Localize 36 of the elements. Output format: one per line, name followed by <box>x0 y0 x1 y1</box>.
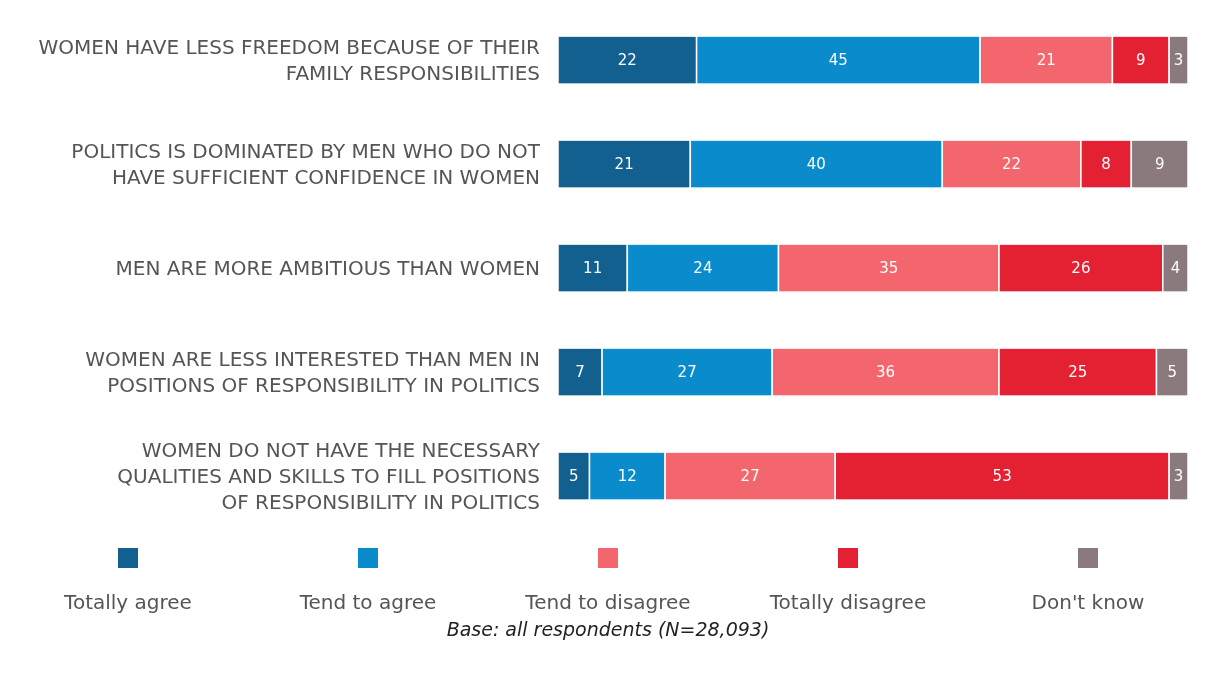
data-label: 5 <box>568 467 579 486</box>
legend-label: Totally agree <box>63 590 193 614</box>
data-label: 27 <box>677 363 697 382</box>
text: Base: all respondents (N=28,093) <box>445 618 771 640</box>
y-tick-label: WOMEN ARE LESS INTERESTED THAN MEN IN POSITIONS OF RESPONSIBILITY IN POLITICS <box>85 347 540 397</box>
data-label: 5 <box>1167 363 1178 382</box>
data-label: 3 <box>1173 51 1184 70</box>
data-label: 4 <box>1170 259 1181 278</box>
data-label: 12 <box>617 467 637 486</box>
legend-label: Don't know <box>1030 590 1146 614</box>
data-label: 40 <box>806 155 826 174</box>
data-label: 8 <box>1101 155 1111 174</box>
data-label: 11 <box>583 259 603 278</box>
data-label: 24 <box>693 259 713 278</box>
data-label: 36 <box>876 363 896 382</box>
data-label: 27 <box>740 467 760 486</box>
data-label: 22 <box>1002 155 1022 174</box>
y-tick-label: WOMEN HAVE LESS FREEDOM BECAUSE OF THEIR FAMILY RESPONSIBILITIES <box>38 35 541 85</box>
data-label: 3 <box>1173 467 1184 486</box>
data-label: 45 <box>828 51 848 70</box>
legend-label: Tend to disagree <box>524 590 692 614</box>
data-label: 26 <box>1071 259 1091 278</box>
data-label: 22 <box>617 51 637 70</box>
legend-label: Totally disagree <box>768 590 928 614</box>
y-tick-label: MEN ARE MORE AMBITIOUS THAN WOMEN <box>115 256 540 280</box>
y-tick-label: WOMEN DO NOT HAVE THE NECESSARY QUALITIES AND SKILLS TO FILL POSITIONS OF RESPONSIBILITY IN POLITICS <box>117 438 541 514</box>
data-label: 21 <box>614 155 634 174</box>
data-label: 35 <box>879 259 899 278</box>
data-label: 53 <box>992 467 1012 486</box>
data-label: 9 <box>1154 155 1165 174</box>
data-label: 21 <box>1036 51 1056 70</box>
data-label: 7 <box>575 363 585 382</box>
y-tick-label: POLITICS IS DOMINATED BY MEN WHO DO NOT HAVE SUFFICIENT CONFIDENCE IN WOMEN <box>71 139 541 189</box>
data-label: 9 <box>1135 51 1146 70</box>
legend-label: Tend to agree <box>298 590 438 614</box>
data-label: 25 <box>1068 363 1088 382</box>
